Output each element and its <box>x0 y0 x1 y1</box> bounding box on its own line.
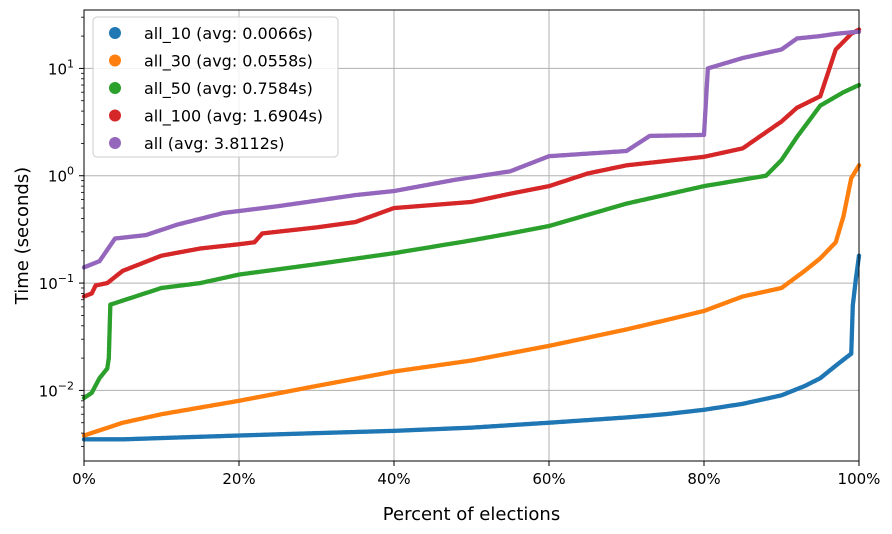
x-tick-label: 80% <box>687 470 720 488</box>
x-axis-label: Percent of elections <box>383 504 560 525</box>
series-0-points <box>81 253 862 442</box>
y-tick-label: 10−2 <box>39 379 74 400</box>
legend-entry-label: all_50 (avg: 0.7584s) <box>144 79 313 99</box>
legend-entry-label: all_10 (avg: 0.0066s) <box>144 24 313 44</box>
data-points <box>81 27 862 442</box>
legend: all_10 (avg: 0.0066s) all_30 (avg: 0.0558… <box>92 16 339 158</box>
y-tick-label: 101 <box>48 57 74 78</box>
y-tick-label: 10−1 <box>39 272 74 293</box>
x-tick-label: 0% <box>72 470 96 488</box>
legend-marker <box>109 82 121 94</box>
series-4-points <box>81 29 862 270</box>
legend-box <box>92 16 339 158</box>
x-tick-label: 60% <box>532 470 565 488</box>
legend-marker <box>109 27 121 39</box>
y-axis-ticks: 10−2 10−1 100 101 <box>39 16 84 447</box>
series-2-points <box>81 82 862 401</box>
legend-entry-label: all_100 (avg: 1.6904s) <box>144 107 323 127</box>
plot-frame <box>83 9 860 462</box>
y-tick-label: 100 <box>48 165 74 186</box>
x-tick-label: 100% <box>838 470 881 488</box>
x-tick-label: 40% <box>377 470 410 488</box>
legend-marker <box>109 54 121 67</box>
y-axis-label: Time (seconds) <box>12 167 33 305</box>
legend-entry-label: all_30 (avg: 0.0558s) <box>144 52 313 72</box>
series-1-points <box>81 163 862 438</box>
legend-marker <box>109 137 121 149</box>
legend-marker <box>109 109 121 122</box>
x-tick-label: 20% <box>222 470 255 488</box>
series-3-points <box>81 27 862 299</box>
legend-entry-label: all (avg: 3.8112s) <box>144 134 285 153</box>
x-axis-ticks: 0% 20% 40% 60% 80% 100% <box>72 461 880 488</box>
